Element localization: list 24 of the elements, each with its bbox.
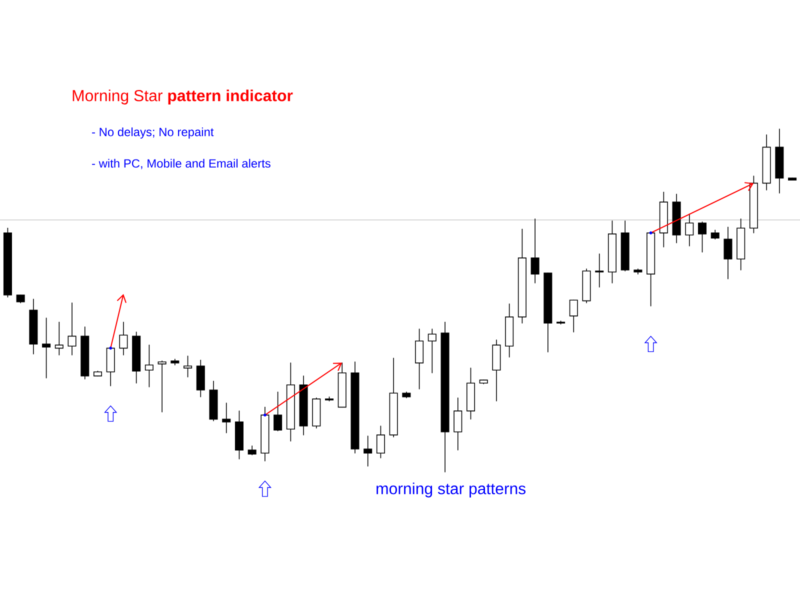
annotation: - with PC, Mobile and Email alerts bbox=[92, 158, 270, 170]
candlestick bbox=[144, 344, 154, 388]
candlestick bbox=[68, 302, 76, 356]
candlestick bbox=[42, 318, 51, 378]
candlestick bbox=[158, 360, 166, 412]
candlestick bbox=[54, 322, 64, 356]
candlestick bbox=[184, 356, 192, 378]
candlestick bbox=[274, 392, 282, 432]
candlestick bbox=[364, 436, 372, 467]
candlestick bbox=[376, 426, 385, 458]
candlestick bbox=[415, 328, 424, 390]
chart-title: Morning Star pattern indicator bbox=[72, 90, 293, 104]
annotation: - No delays; No repaint bbox=[92, 127, 214, 139]
candlestick bbox=[119, 322, 128, 356]
text: morning star patterns bbox=[376, 482, 526, 498]
candlestick bbox=[454, 398, 462, 450]
candlestick bbox=[530, 218, 540, 284]
candlestick bbox=[569, 300, 578, 332]
candlestick bbox=[222, 402, 231, 434]
candlestick bbox=[685, 214, 694, 246]
candlestick bbox=[698, 222, 707, 253]
candlestick bbox=[724, 226, 732, 280]
candlestick bbox=[428, 328, 436, 374]
candlestick bbox=[595, 253, 604, 288]
